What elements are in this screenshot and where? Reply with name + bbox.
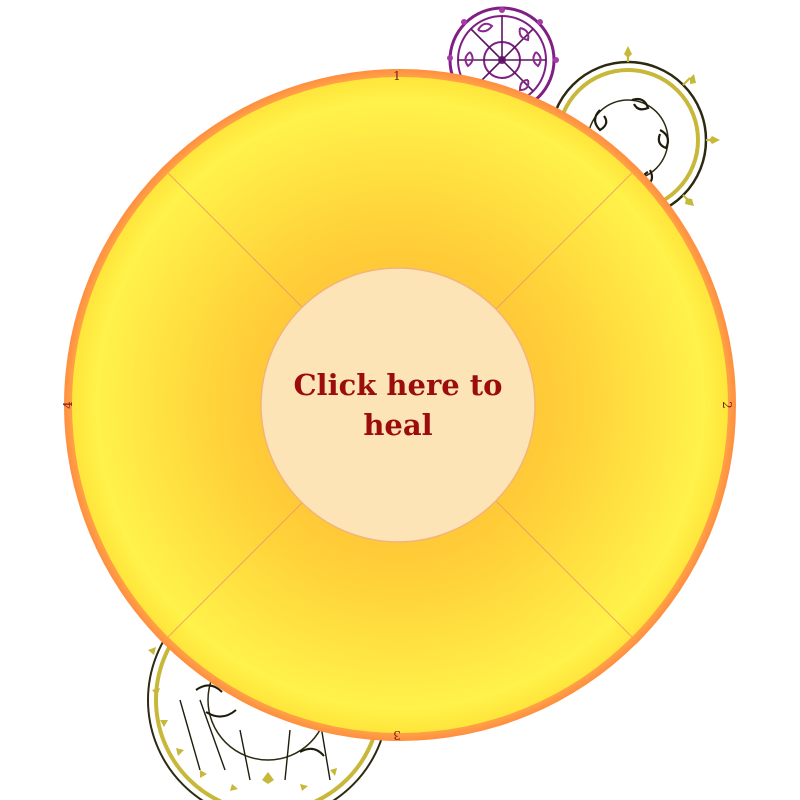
sector-number-3: 3 xyxy=(393,728,401,742)
heal-button-label-line-2: heal xyxy=(363,408,432,442)
sector-number-2: 2 xyxy=(720,401,734,409)
heal-button-label-line-1: Click here to xyxy=(293,368,502,402)
sector-number-1: 1 xyxy=(393,69,401,83)
sector-number-4: 4 xyxy=(61,401,75,409)
heal-button[interactable]: Click here to heal xyxy=(260,267,536,543)
